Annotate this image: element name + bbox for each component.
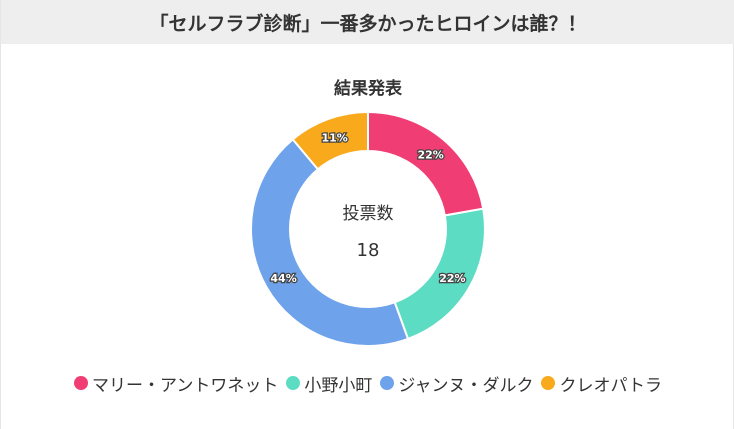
slice-percent-label: 11% bbox=[321, 131, 347, 144]
legend-item[interactable]: クレオパトラ bbox=[541, 371, 662, 396]
legend-label: マリー・アントワネット bbox=[92, 375, 279, 396]
slice-percent-label: 22% bbox=[439, 272, 465, 285]
slice-labels: 22% 22% 44% 11% bbox=[269, 130, 467, 286]
legend-dot-icon bbox=[380, 376, 395, 390]
legend-label: 小野小町 bbox=[304, 375, 373, 396]
slice-1[interactable] bbox=[367, 110, 485, 217]
slice-percent-label: 44% bbox=[270, 272, 296, 285]
legend-label: クレオパトラ bbox=[559, 375, 662, 396]
chart-title: 結果発表 bbox=[334, 78, 403, 99]
legend-label: ジャンヌ・ダルク bbox=[398, 375, 534, 396]
slice-3[interactable] bbox=[250, 137, 410, 347]
legend-item[interactable]: ジャンヌ・ダルク bbox=[380, 371, 533, 396]
legend-dot-icon bbox=[74, 376, 88, 390]
page-title: 「セルフラブ診断」一番多かったヒロインは誰？！ bbox=[1, 0, 734, 44]
center-label: 投票数 bbox=[343, 204, 394, 224]
chart-legend: マリー・アントワネット 小野小町 ジャンヌ・ダルク クレオパトラ bbox=[1, 370, 734, 396]
legend-dot-icon bbox=[286, 376, 301, 390]
slice-4[interactable] bbox=[291, 110, 369, 171]
legend-item[interactable]: 小野小町 bbox=[286, 371, 372, 396]
center-value: 18 bbox=[357, 240, 380, 261]
legend-dot-icon bbox=[541, 376, 556, 390]
slice-percent-label: 22% bbox=[417, 148, 443, 161]
donut-slices bbox=[250, 110, 486, 347]
legend-item[interactable]: マリー・アントワネット bbox=[74, 371, 278, 396]
